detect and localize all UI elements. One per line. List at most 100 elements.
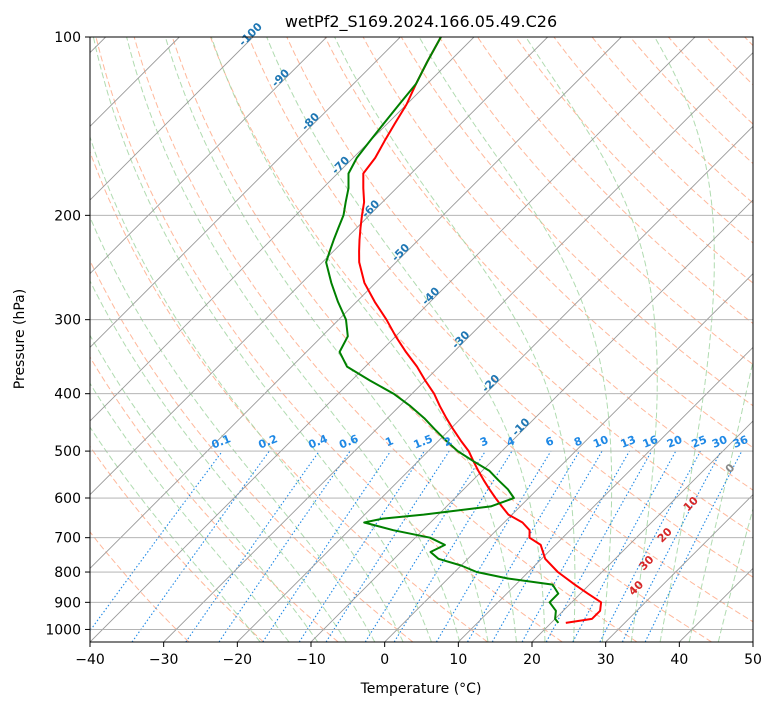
- moist-adiabat: [90, 382, 290, 642]
- mixing-ratio-line: [435, 450, 552, 642]
- mixing-ratio-line: [364, 450, 486, 642]
- y-tick-label: 800: [54, 565, 81, 581]
- isotherm-line: [237, 125, 753, 642]
- y-tick-label: 1000: [45, 622, 81, 638]
- dry-adiabat: [744, 37, 753, 47]
- dry-adiabat: [90, 531, 190, 642]
- isotherm-line: [90, 37, 475, 422]
- mixing-ratio-line: [644, 450, 743, 642]
- isotherm-line: [531, 420, 753, 642]
- line-labels: 0.1 0.2 0.4 0.6 1 1.5 2 3 4 6 8 10 13 16 20 25 30 36-100-…: [210, 20, 751, 598]
- y-axis-label: Pressure (hPa): [12, 289, 28, 389]
- mixing-ratio-label: 0.4: [306, 432, 329, 451]
- isotherm-line: [679, 567, 753, 642]
- moist-adiabat: [126, 37, 461, 642]
- dry-adiabat: [477, 37, 753, 325]
- isotherm-line: [90, 37, 696, 642]
- x-tick-label: 10: [449, 652, 467, 668]
- dry-adiabats: [90, 37, 753, 642]
- dry-adiabat: [438, 37, 753, 366]
- y-tick-label: 700: [54, 531, 81, 547]
- moist-adiabat: [90, 135, 404, 642]
- moist-adiabat: [90, 426, 261, 642]
- mixing-ratio-label: 36: [731, 433, 750, 451]
- moist-adiabat: [210, 37, 517, 642]
- y-tick-label: 100: [54, 30, 81, 46]
- mixing-ratio-label: 3: [478, 434, 490, 449]
- mixing-ratio-label: 25: [690, 433, 709, 451]
- dry-adiabat: [248, 37, 753, 578]
- mixing-ratio-line: [298, 450, 425, 642]
- dry-adiabat: [90, 150, 488, 642]
- isotherm-line: [90, 37, 327, 275]
- mixing-ratio-line: [545, 450, 653, 642]
- mixing-ratio-line: [521, 450, 630, 642]
- x-tick-label: 30: [597, 652, 615, 668]
- x-tick-label: −40: [75, 652, 105, 668]
- x-tick-label: −20: [223, 652, 253, 668]
- mixing-ratio-line: [621, 450, 722, 642]
- isotherm-line: [90, 37, 401, 348]
- mixing-ratio-line: [218, 450, 351, 642]
- mixing-ratio-label: 30: [710, 433, 729, 451]
- mixing-ratio-label: 0.1: [210, 432, 233, 451]
- moist-adiabat: [92, 37, 432, 642]
- x-tick-label: 40: [670, 652, 688, 668]
- plot-frame: [89, 36, 754, 643]
- moist-adiabat: [418, 37, 613, 642]
- series-dewpoint: [325, 37, 560, 624]
- x-tick-label: 50: [744, 652, 762, 668]
- mixing-ratio-label: 2: [442, 434, 454, 449]
- mixing-ratio-line: [90, 450, 223, 632]
- x-tick-label: 0: [380, 652, 389, 668]
- isotherm-line: [90, 37, 622, 569]
- moist-adiabat-label: 40: [626, 578, 646, 598]
- moist-adiabat: [525, 37, 658, 642]
- moist-adiabat: [164, 37, 489, 642]
- mixing-ratio-line: [325, 450, 450, 642]
- moist-adiabats: [90, 37, 753, 642]
- dry-adiabat: [95, 37, 563, 642]
- mixing-ratio-label: 13: [619, 433, 638, 451]
- dry-adiabat: [400, 37, 753, 407]
- dry-adiabat: [629, 37, 753, 165]
- isotherm-label: -30: [449, 328, 472, 351]
- x-tick-label: 20: [523, 652, 541, 668]
- grid-lines: [90, 37, 753, 642]
- series-temperature: [358, 37, 603, 624]
- profile-lines: [325, 37, 603, 624]
- moist-adiabat: [90, 334, 319, 642]
- moist-adiabat: [688, 358, 753, 642]
- isotherm-label: -20: [479, 372, 502, 395]
- isotherm-line: [90, 37, 254, 201]
- dry-adiabat: [324, 37, 753, 491]
- isotherm-line: [310, 199, 753, 642]
- y-tick-label: 500: [54, 444, 81, 460]
- y-tick-label: 300: [54, 313, 81, 329]
- isotherm-line: [163, 52, 753, 642]
- dry-adiabat: [706, 37, 753, 86]
- mixing-ratio-label: 16: [641, 433, 660, 451]
- moist-adiabat: [654, 37, 715, 642]
- dry-adiabat: [591, 37, 753, 204]
- y-tick-label: 600: [54, 491, 81, 507]
- mixing-ratio-line: [393, 450, 513, 642]
- mixing-ratio-label: 1: [383, 434, 395, 449]
- y-tick-label: 900: [54, 595, 81, 611]
- y-axis-ticks: 100 200 300 400 500 600 700 800 900 1000: [45, 30, 90, 638]
- isotherm-line: [458, 346, 753, 642]
- isotherm-label: -50: [389, 241, 412, 264]
- moist-adiabat: [717, 506, 753, 642]
- isotherm-label: -40: [419, 284, 442, 307]
- mixing-ratio-lines: [90, 450, 743, 642]
- mixing-ratio-label: 6: [544, 434, 556, 449]
- isotherm-label: -10: [509, 415, 532, 438]
- mixing-ratio-line: [262, 450, 392, 642]
- mixing-ratio-line: [599, 450, 701, 642]
- mixing-ratio-label: 10: [591, 433, 610, 451]
- moist-adiabat-label: 20: [655, 525, 675, 545]
- mixing-ratio-line: [572, 450, 677, 642]
- moist-adiabat: [266, 37, 546, 642]
- y-tick-label: 400: [54, 387, 81, 403]
